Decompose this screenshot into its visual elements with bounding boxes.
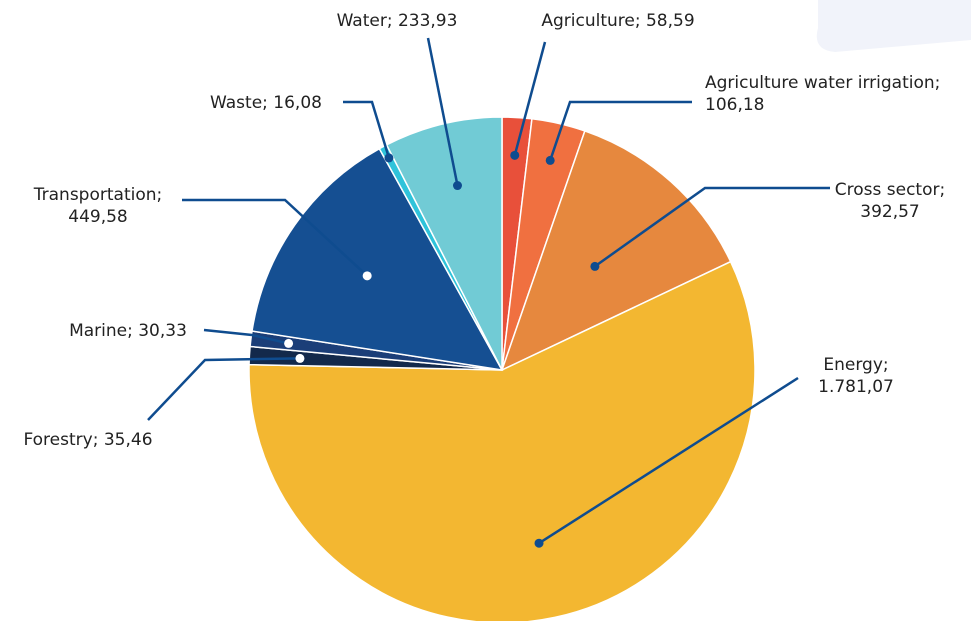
data-label-agriculture: Agriculture; 58,59 [541,11,694,31]
data-label-line: Agriculture; 58,59 [541,11,694,31]
leader-line-forestry [147,357,300,421]
data-label-line: Water; 233,93 [337,11,458,31]
background-decoration [816,0,971,52]
data-label-energy: Energy; 1.781,07 [818,355,894,397]
data-label-forestry: Forestry; 35,46 [23,430,152,450]
data-label-waste: Waste; 16,08 [210,93,322,113]
data-label-marine: Marine; 30,33 [69,321,187,341]
leader-dot-agriculture [510,150,520,160]
data-label-cross-sector: Cross sector; 392,57 [835,180,945,222]
data-label-line: Cross sector; [835,180,945,200]
leader-line-water [426,37,459,186]
data-label-line: 106,18 [705,95,764,115]
data-labels: Agriculture; 58,59 Agriculture water irri… [23,11,945,450]
pie-slices [248,116,756,621]
slice-transportation [251,147,504,371]
leader-line-agriculture-water-irrigation [549,100,692,161]
data-label-line: 392,57 [860,202,919,222]
leader-dot-forestry [295,353,305,363]
leader-dot-cross-sector [590,261,600,271]
leader-line-cross-sector [594,186,830,268]
data-label-line: Agriculture water irrigation; [705,73,940,93]
leader-dot-waste [384,153,394,163]
slice-energy [248,260,756,621]
slice-water [385,116,503,371]
data-label-line: 1.781,07 [818,377,894,397]
leader-line-energy [538,376,799,545]
leader-line-marine [203,328,289,345]
data-label-agriculture-water-irrigation: Agriculture water irrigation; 106,18 [705,73,940,115]
leader-line-waste [343,100,391,159]
data-label-line: Forestry; 35,46 [23,430,152,450]
leader-dot-agriculture-water-irrigation [545,155,555,165]
data-label-line: 449,58 [68,207,127,227]
leader-lines [147,37,830,548]
data-label-line: Marine; 30,33 [69,321,187,341]
leader-dot-transportation [362,271,372,281]
data-label-line: Energy; [823,355,888,375]
leader-line-transportation [182,198,369,277]
data-label-transportation: Transportation; 449,58 [33,185,162,227]
leader-dot-water [452,181,462,191]
data-label-water: Water; 233,93 [337,11,458,31]
data-label-line: Transportation; [33,185,162,205]
leader-dot-energy [534,538,544,548]
leader-dot-marine [284,338,294,348]
data-label-line: Waste; 16,08 [210,93,322,113]
leader-line-agriculture [513,41,547,156]
